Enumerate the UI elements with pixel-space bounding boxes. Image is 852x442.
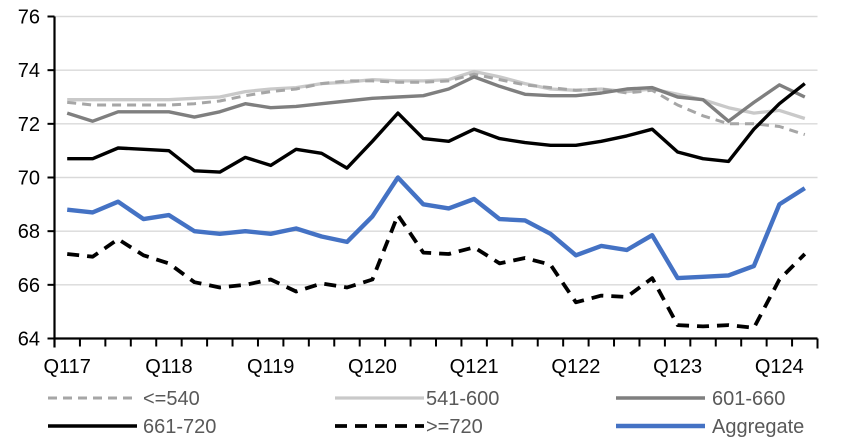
series-line-Aggregate (66, 175, 806, 281)
legend-label-Aggregate: Aggregate (712, 416, 804, 438)
series-line-601-660 (66, 75, 806, 123)
legend-label-<=540: <=540 (143, 388, 200, 410)
series-line-661-720 (67, 82, 806, 174)
legend-label-661-720: 661-720 (143, 416, 216, 438)
y-tick-label: 64 (18, 329, 40, 351)
x-tick-label: Q120 (348, 356, 397, 378)
series-line->=720 (66, 213, 807, 330)
x-tick-label: Q119 (247, 356, 294, 378)
x-tick-label: Q121 (450, 356, 499, 378)
y-tick-label: 66 (18, 275, 40, 297)
series-line-<=540 (67, 72, 806, 137)
series-line-541-600 (67, 69, 806, 121)
legend-label->=720: >=720 (426, 416, 483, 438)
y-tick-label: 70 (18, 168, 40, 190)
legend-label-601-660: 601-660 (712, 388, 785, 410)
y-tick-label: 68 (18, 221, 40, 243)
y-tick-label: 72 (18, 114, 40, 136)
x-tick-label: Q117 (43, 356, 90, 378)
x-tick-label: Q123 (653, 356, 702, 378)
y-tick-label: 76 (18, 7, 40, 29)
x-tick-label: Q122 (551, 356, 600, 378)
y-tick-label: 74 (18, 60, 40, 82)
x-tick-label: Q118 (145, 356, 192, 378)
legend-label-541-600: 541-600 (426, 388, 499, 410)
x-tick-label: Q124 (755, 356, 804, 378)
